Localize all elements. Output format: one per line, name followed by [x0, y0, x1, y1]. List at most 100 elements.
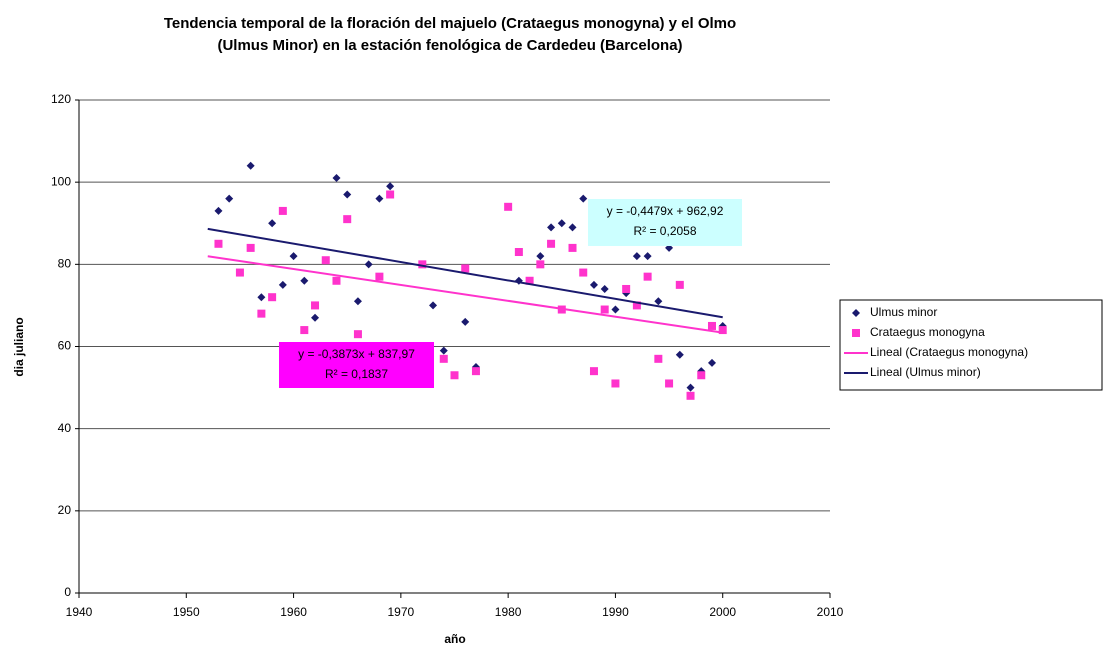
- point: [289, 252, 298, 261]
- legend-label: Crataegus monogyna: [870, 325, 985, 339]
- annotation-box: [279, 342, 434, 388]
- legend-marker: [852, 329, 860, 337]
- annotation-text: R² = 0,2058: [633, 224, 696, 238]
- point: [214, 239, 223, 248]
- point: [343, 215, 352, 224]
- point: [568, 243, 577, 252]
- point: [600, 284, 609, 293]
- point: [214, 206, 223, 215]
- y-tick-label: 40: [58, 421, 72, 435]
- x-tick-label: 1950: [173, 605, 200, 619]
- annotation-text: y = -0,4479x + 962,92: [607, 204, 724, 218]
- chart-title: (Ulmus Minor) en la estación fenológica …: [217, 37, 682, 54]
- point: [278, 206, 287, 215]
- point: [268, 293, 277, 302]
- point: [364, 260, 373, 269]
- point: [235, 268, 244, 277]
- point: [386, 190, 395, 199]
- point: [611, 379, 620, 388]
- point: [504, 202, 513, 211]
- point: [353, 330, 362, 339]
- y-tick-label: 20: [58, 503, 72, 517]
- point: [471, 367, 480, 376]
- point: [643, 252, 652, 261]
- point: [418, 260, 427, 269]
- point: [547, 239, 556, 248]
- trend-line: [207, 255, 723, 334]
- point: [450, 371, 459, 380]
- y-tick-label: 80: [58, 257, 72, 271]
- point: [718, 326, 727, 335]
- point: [697, 371, 706, 380]
- point: [525, 276, 534, 285]
- point: [343, 190, 352, 199]
- y-tick-label: 120: [51, 92, 71, 106]
- point: [246, 243, 255, 252]
- point: [375, 272, 384, 281]
- legend-label: Lineal (Crataegus monogyna): [870, 345, 1028, 359]
- point: [268, 219, 277, 228]
- point: [439, 346, 448, 355]
- point: [246, 161, 255, 170]
- point: [300, 276, 309, 285]
- point: [332, 276, 341, 285]
- legend-marker: [852, 309, 860, 317]
- legend-box: [839, 299, 1103, 391]
- y-tick-label: 0: [64, 585, 71, 599]
- legend-label: Lineal (Ulmus minor): [870, 365, 981, 379]
- point: [600, 305, 609, 314]
- point: [332, 174, 341, 183]
- point: [568, 223, 577, 232]
- x-tick-label: 1940: [66, 605, 93, 619]
- point: [311, 301, 320, 310]
- point: [579, 268, 588, 277]
- x-axis-label: año: [444, 632, 465, 646]
- point: [643, 272, 652, 281]
- point: [707, 321, 716, 330]
- point: [257, 293, 266, 302]
- point: [707, 358, 716, 367]
- legend-label: Ulmus minor: [870, 305, 937, 319]
- point: [439, 354, 448, 363]
- point: [632, 301, 641, 310]
- annotation-text: y = -0,3873x + 837,97: [298, 347, 415, 361]
- annotation-text: R² = 0,1837: [325, 367, 388, 381]
- point: [461, 264, 470, 273]
- point: [375, 194, 384, 203]
- point: [278, 280, 287, 289]
- point: [665, 379, 674, 388]
- point: [353, 297, 362, 306]
- point: [675, 350, 684, 359]
- y-axis-label: dia juliano: [12, 317, 26, 376]
- point: [300, 326, 309, 335]
- point: [632, 252, 641, 261]
- chart-title: Tendencia temporal de la floración del m…: [164, 15, 736, 32]
- point: [686, 391, 695, 400]
- point: [514, 248, 523, 257]
- point: [461, 317, 470, 326]
- point: [622, 284, 631, 293]
- point: [225, 194, 234, 203]
- x-tick-label: 1970: [388, 605, 415, 619]
- point: [429, 301, 438, 310]
- trend-line: [207, 227, 723, 319]
- y-tick-label: 60: [58, 339, 72, 353]
- annotation-box: [588, 199, 742, 246]
- point: [589, 367, 598, 376]
- x-tick-label: 1960: [280, 605, 307, 619]
- point: [654, 297, 663, 306]
- point: [654, 354, 663, 363]
- point: [257, 309, 266, 318]
- point: [589, 280, 598, 289]
- point: [311, 313, 320, 322]
- point: [386, 182, 395, 191]
- x-tick-label: 2010: [817, 605, 844, 619]
- point: [321, 256, 330, 265]
- x-tick-label: 1980: [495, 605, 522, 619]
- point: [536, 260, 545, 269]
- point: [536, 252, 545, 261]
- point: [547, 223, 556, 232]
- x-tick-label: 2000: [709, 605, 736, 619]
- point: [686, 383, 695, 392]
